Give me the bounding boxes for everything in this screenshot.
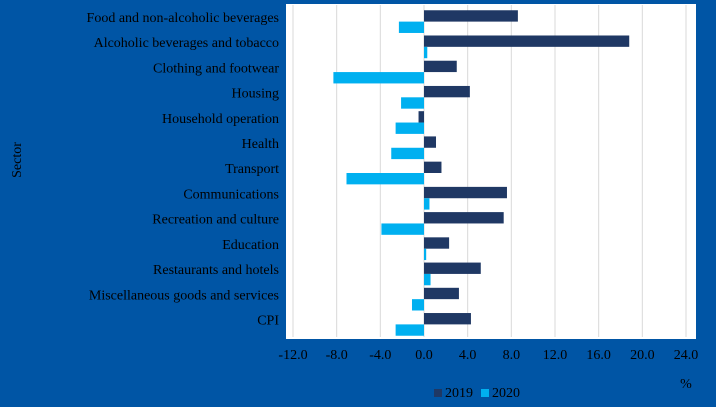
bar [424, 136, 437, 148]
bar [395, 122, 424, 134]
bar [424, 10, 518, 22]
x-tick-label: 4.0 [459, 348, 477, 363]
y-tick-label: Clothing and footwear [153, 61, 279, 76]
y-tick-label: Health [242, 137, 279, 152]
y-tick-label: Alcoholic beverages and tobacco [94, 36, 279, 51]
bar [401, 97, 424, 109]
bar [424, 60, 457, 73]
y-tick-label: Household operation [162, 112, 279, 127]
bar [346, 173, 424, 185]
bar [424, 248, 427, 261]
legend-label: 2019 [445, 386, 473, 401]
x-tick-label: -8.0 [326, 348, 348, 363]
bar [398, 21, 424, 33]
bar [424, 186, 507, 199]
x-tick-label: 12.0 [543, 348, 568, 363]
x-tick-label: 16.0 [586, 348, 611, 363]
legend-label: 2020 [492, 386, 520, 401]
x-axis-label: % [680, 377, 692, 392]
bar [391, 147, 424, 160]
bar [381, 223, 424, 235]
y-tick-label: Recreation and culture [152, 213, 279, 228]
bar [424, 273, 431, 286]
bar [424, 262, 481, 274]
x-tick-label: 20.0 [630, 348, 655, 363]
bar [424, 198, 430, 210]
y-tick-label: Education [222, 238, 279, 253]
y-tick-label: Restaurants and hotels [153, 263, 279, 278]
bar [333, 72, 424, 84]
x-tick-label: 24.0 [674, 348, 699, 363]
y-axis-label: Sector [10, 142, 25, 178]
y-tick-label: Communications [183, 187, 279, 202]
y-tick-label: Transport [225, 162, 279, 177]
bar [424, 237, 450, 249]
x-tick-label: -12.0 [278, 348, 307, 363]
bar [395, 324, 424, 336]
legend-swatch [481, 389, 489, 397]
x-tick-label: -4.0 [369, 348, 391, 363]
bar [424, 161, 442, 173]
bar [411, 299, 424, 311]
bar [424, 85, 470, 98]
y-tick-label: Miscellaneous goods and services [89, 288, 279, 303]
bar [424, 46, 428, 59]
legend-swatch [434, 389, 442, 397]
bar [418, 111, 424, 123]
bar [424, 313, 471, 325]
bar [424, 212, 504, 224]
y-tick-label: CPI [257, 314, 279, 329]
x-tick-label: 8.0 [503, 348, 521, 363]
plot-area [286, 4, 696, 339]
bar [424, 35, 630, 47]
bar [424, 287, 459, 300]
x-tick-label: 0.0 [415, 348, 433, 363]
y-tick-label: Food and non-alcoholic beverages [87, 11, 279, 26]
y-tick-label: Housing [232, 87, 279, 102]
